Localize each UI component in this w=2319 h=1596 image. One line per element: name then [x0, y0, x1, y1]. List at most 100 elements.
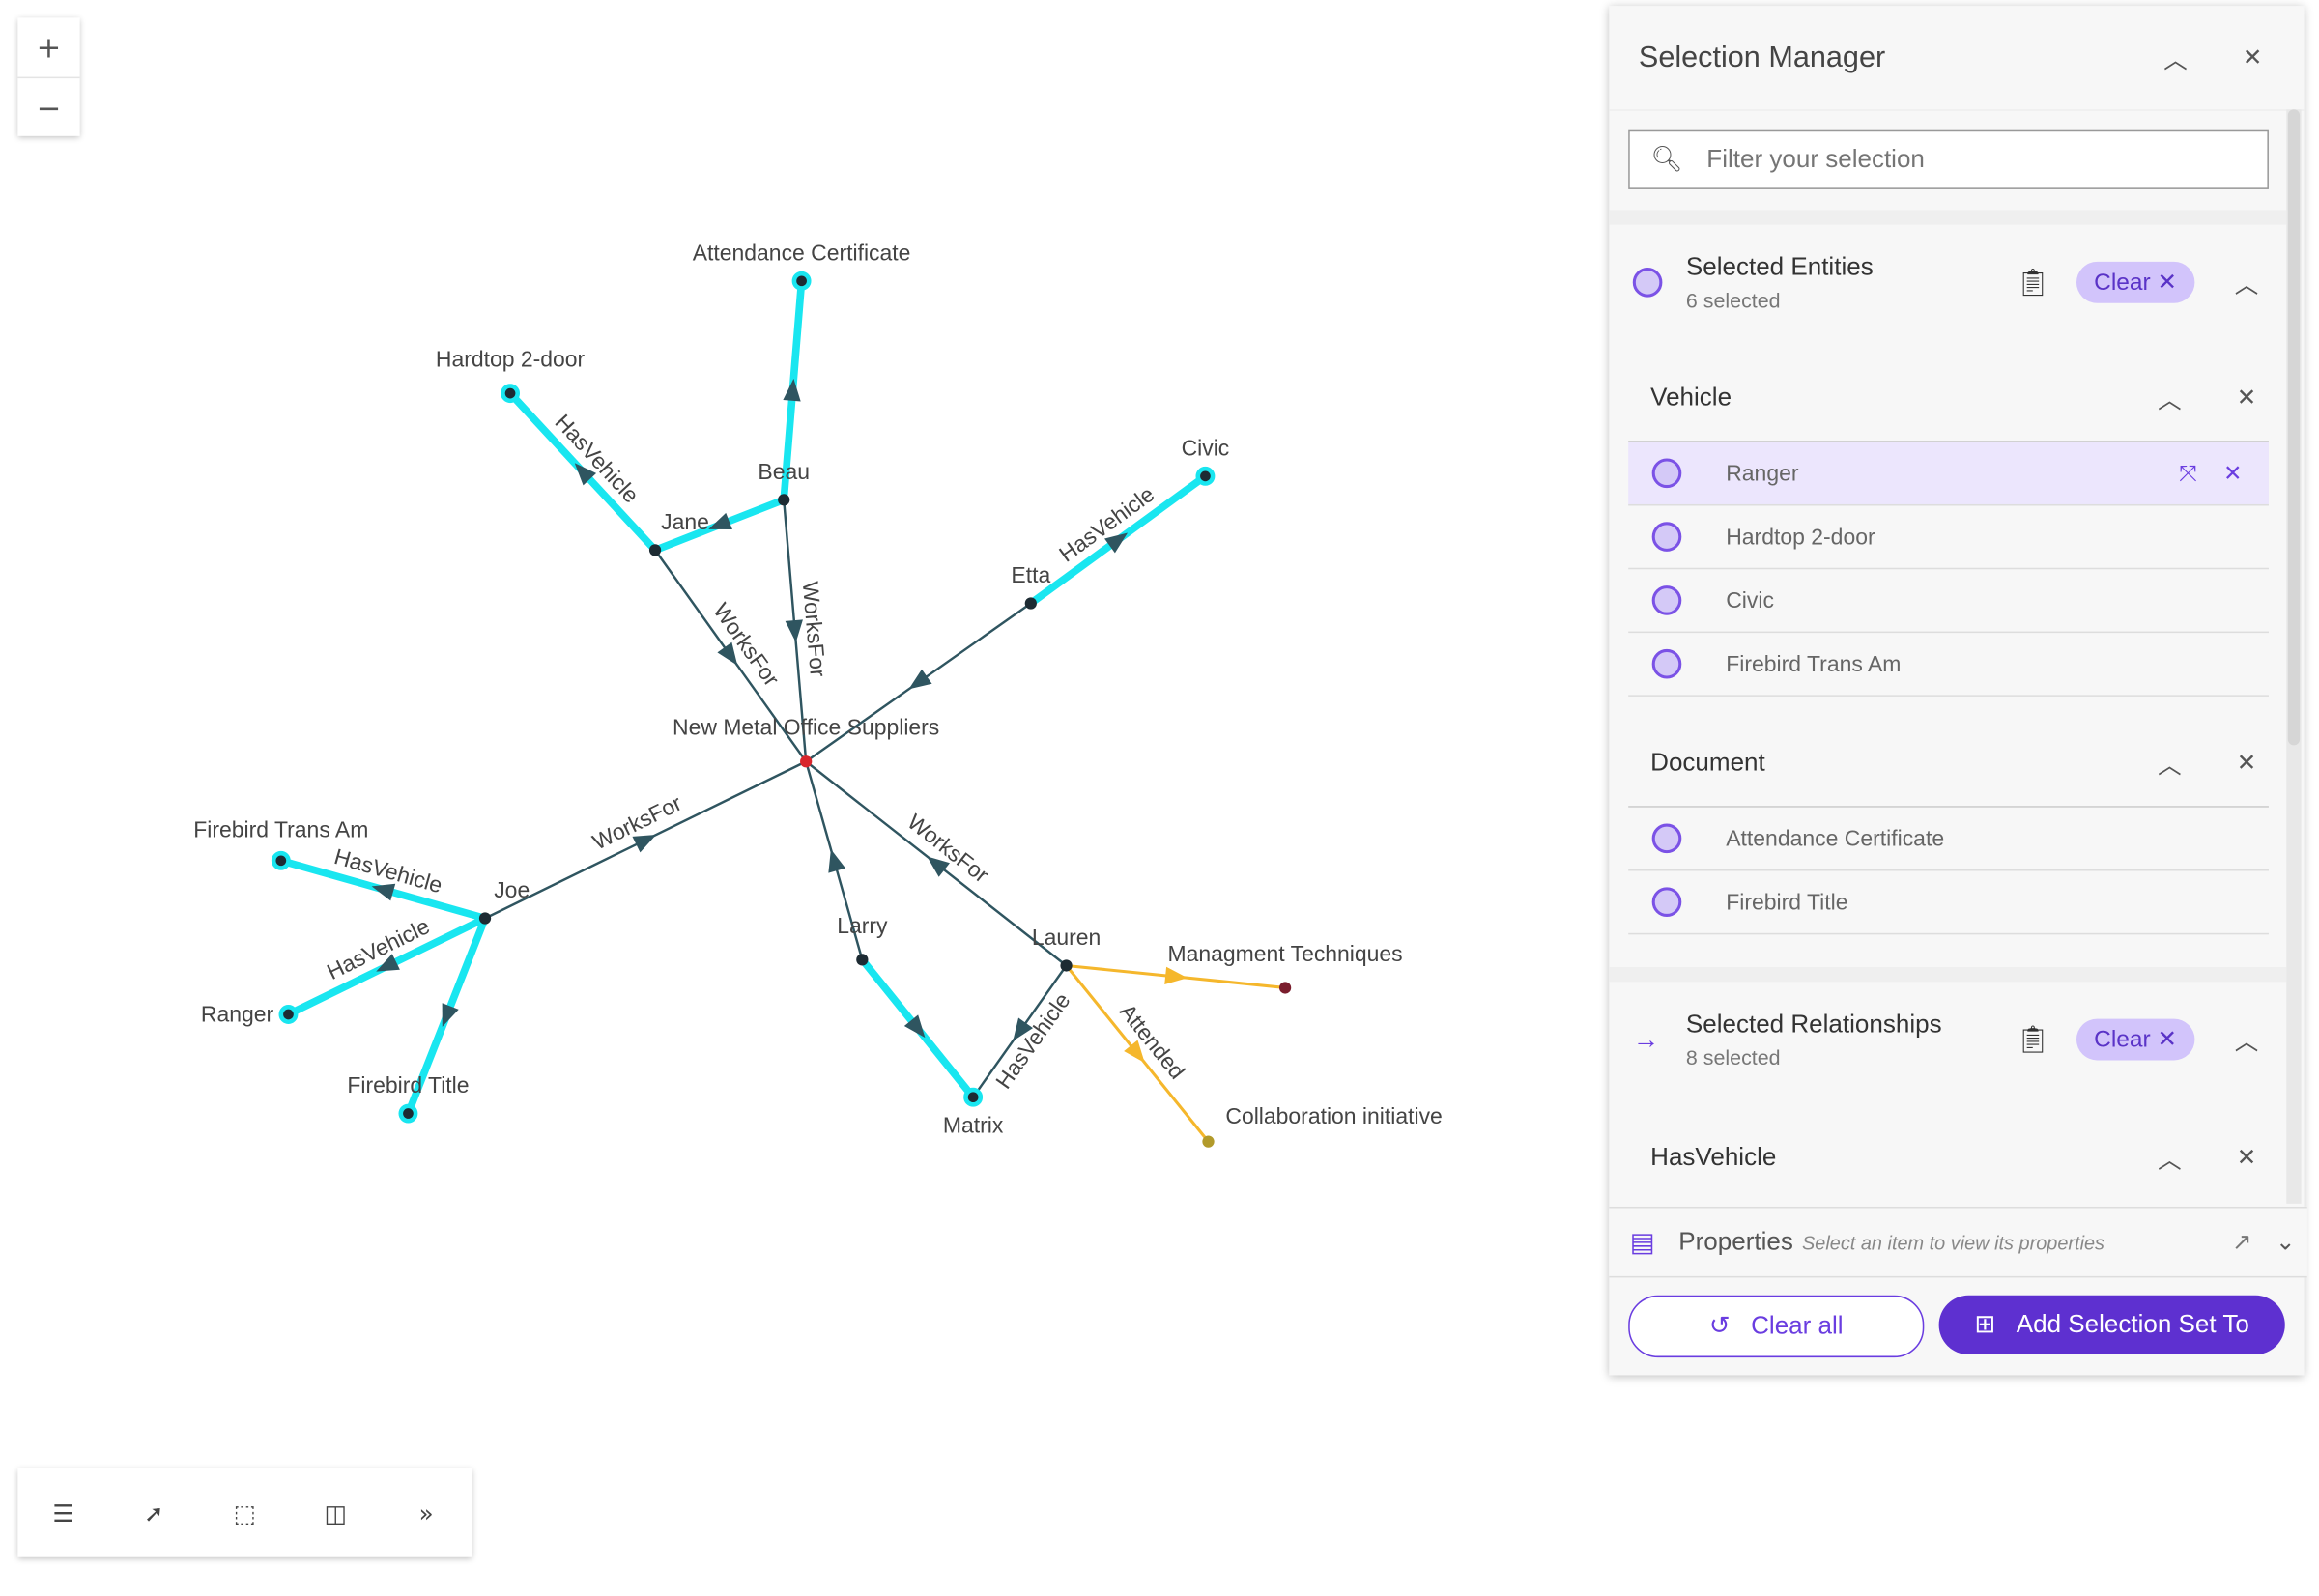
edge-label: HasVehicle	[550, 410, 644, 508]
expand-icon[interactable]: »	[418, 1498, 434, 1527]
edge-label: WorksFor	[798, 581, 831, 678]
entity-icon	[1651, 458, 1682, 489]
node-larry[interactable]	[856, 954, 869, 966]
collapse-group-button[interactable]: ︿	[2158, 754, 2182, 780]
edge-arrow	[708, 512, 732, 530]
edge-arrow	[1124, 1040, 1145, 1064]
edge-arrow	[1164, 966, 1188, 985]
close-panel-button[interactable]: ✕	[2242, 45, 2263, 71]
item-label: Firebird Trans Am	[1726, 651, 1902, 677]
edge-arrow	[903, 1014, 926, 1039]
edge-arrow	[1013, 1017, 1034, 1041]
edge-label: HasVehicle	[990, 988, 1075, 1094]
zoom-to-icon[interactable]: ⤧	[2179, 460, 2197, 486]
select-box-icon[interactable]: ⬚	[233, 1498, 256, 1527]
edge-arrow	[371, 883, 396, 901]
zoom-in-button[interactable]: +	[17, 17, 80, 79]
node-etta[interactable]	[1024, 597, 1037, 610]
collapse-panel-button[interactable]: ︿	[2163, 48, 2188, 74]
node-fbtitle[interactable]	[398, 1103, 418, 1124]
node-lauren[interactable]	[1060, 959, 1073, 972]
remove-group-button[interactable]: ✕	[2236, 385, 2257, 412]
pointer-icon[interactable]: ➚	[144, 1498, 164, 1527]
section-title: Selected Entities	[1685, 252, 1874, 281]
list-item[interactable]: Firebird Title	[1628, 871, 2269, 935]
entity-icon	[1651, 585, 1682, 615]
clear-relationships-button[interactable]: Clear ✕	[2076, 1018, 2195, 1061]
node-collab[interactable]	[1202, 1135, 1215, 1148]
edge-arrow	[927, 856, 950, 877]
clear-label: Clear	[2094, 1027, 2151, 1053]
properties-bar[interactable]: ▤ Properties Select an item to view its …	[1609, 1206, 2307, 1278]
entity-icon	[1632, 268, 1663, 298]
list-item[interactable]: Attendance Certificate	[1628, 808, 2269, 871]
item-label: Ranger	[1726, 460, 1799, 486]
edge-arrow	[574, 463, 597, 486]
collapse-group-button[interactable]: ︿	[2158, 388, 2182, 414]
list-icon[interactable]: ☰	[52, 1498, 74, 1527]
group-document: Document ︿ ✕	[1650, 741, 2269, 785]
selected-count: 8 selected	[1685, 1045, 1781, 1069]
list-item[interactable]: Firebird Trans Am	[1628, 633, 2269, 697]
node-label: Matrix	[943, 1112, 1004, 1137]
selection-manager-panel: Selection Manager ︿ ✕ 🔍︎ Selected Entiti…	[1609, 6, 2307, 1376]
entity-icon	[1651, 648, 1682, 679]
node-hardtop[interactable]	[501, 384, 521, 404]
node-firebird[interactable]	[271, 850, 291, 870]
collapse-entities-button[interactable]: ︿	[2234, 273, 2259, 299]
chevron-down-icon[interactable]: ⌄	[2275, 1230, 2296, 1256]
node-attcert[interactable]	[791, 271, 812, 291]
edge-arrow	[785, 619, 803, 643]
node-label: Jane	[661, 509, 709, 534]
item-label: Hardtop 2-door	[1726, 524, 1875, 550]
collapse-group-button[interactable]: ︿	[2158, 1149, 2182, 1175]
node-joe[interactable]	[478, 912, 492, 925]
entity-icon	[1651, 823, 1682, 854]
item-label: Attendance Certificate	[1726, 825, 1945, 851]
clear-entities-button[interactable]: Clear ✕	[2076, 261, 2195, 303]
remove-item-icon[interactable]: ✕	[2223, 461, 2243, 487]
group-title: Vehicle	[1650, 383, 1732, 412]
node-civic[interactable]	[1195, 466, 1216, 486]
group-title: Document	[1650, 748, 1765, 777]
open-external-icon[interactable]: ↗	[2231, 1230, 2252, 1256]
node-matrix[interactable]	[963, 1087, 984, 1107]
node-jane[interactable]	[648, 544, 662, 556]
item-label: Civic	[1726, 587, 1774, 613]
zoom-out-button[interactable]: −	[36, 90, 62, 127]
list-item[interactable]: Civic	[1628, 569, 2269, 634]
add-set-icon: ⊞	[1974, 1310, 1996, 1339]
node-label: Joe	[494, 877, 530, 902]
arrow-right-icon: →	[1632, 1023, 1660, 1054]
node-label: Hardtop 2-door	[436, 347, 586, 372]
bottom-toolbar: ☰ ➚ ⬚ ◫ »	[17, 1468, 472, 1557]
edge-arrow	[908, 669, 932, 690]
remove-group-button[interactable]: ✕	[2236, 1146, 2257, 1172]
edge-arrow	[632, 835, 657, 853]
lasso-select-icon[interactable]: ◫	[324, 1498, 347, 1527]
node-label: Etta	[1011, 562, 1050, 587]
node-label: Managment Techniques	[1168, 941, 1403, 966]
list-item[interactable]: Ranger ⤧ ✕	[1628, 442, 2269, 506]
node-mgmt[interactable]	[1278, 982, 1292, 994]
node-label: Larry	[837, 913, 888, 938]
node-beau[interactable]	[778, 494, 790, 506]
scrollbar[interactable]	[2286, 109, 2302, 1204]
node-ranger[interactable]	[278, 1005, 299, 1024]
filter-input[interactable]	[1703, 143, 2268, 177]
edge-arrow	[1104, 532, 1129, 554]
clear-all-label: Clear all	[1751, 1311, 1844, 1340]
remove-group-button[interactable]: ✕	[2236, 751, 2257, 777]
collapse-relationships-button[interactable]: ︿	[2234, 1030, 2259, 1056]
clear-all-button[interactable]: ↺ Clear all	[1628, 1295, 1925, 1358]
search-icon: 🔍︎	[1650, 144, 1683, 174]
list-item[interactable]: Hardtop 2-door	[1628, 505, 2269, 570]
add-selection-set-button[interactable]: ⊞ Add Selection Set To	[1938, 1295, 2285, 1355]
clipboard-icon[interactable]: 📋︎	[2016, 1023, 2050, 1054]
edge-arrow	[376, 954, 400, 972]
clipboard-icon[interactable]: 📋︎	[2016, 267, 2050, 297]
selected-entities-header: Selected Entities 6 selected 📋︎ Clear ✕ …	[1609, 225, 2304, 320]
node-nmos[interactable]	[800, 755, 813, 768]
node-label: Attendance Certificate	[693, 240, 911, 265]
